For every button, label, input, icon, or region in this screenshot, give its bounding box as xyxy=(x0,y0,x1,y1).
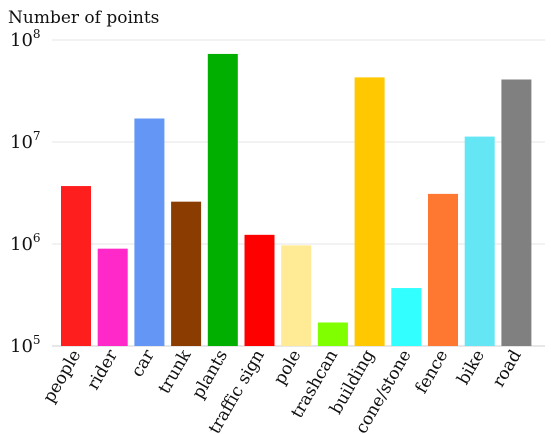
y-tick-label: 105 xyxy=(10,333,41,357)
x-tick-label: pole xyxy=(270,347,306,389)
bar-road xyxy=(501,79,532,347)
bar-trashcan xyxy=(317,322,348,346)
bar-pole xyxy=(281,245,312,346)
bar-traffic-sign xyxy=(244,234,275,346)
y-tick-label: 108 xyxy=(10,27,41,51)
y-tick-label: 107 xyxy=(10,129,41,153)
bar-fence xyxy=(428,193,458,346)
bars xyxy=(61,53,532,347)
bar-rider xyxy=(97,248,128,346)
x-tick-label: people xyxy=(39,347,85,407)
bar-car xyxy=(134,118,165,347)
x-tick-label: fence xyxy=(412,347,453,398)
x-tick-label: road xyxy=(489,346,526,390)
x-tick-label: bike xyxy=(453,347,489,389)
y-axis-label: Number of points xyxy=(8,8,159,28)
bar-plants xyxy=(207,53,238,346)
x-tick-label: car xyxy=(128,346,160,381)
bar-building xyxy=(354,77,385,346)
x-tick-label: rider xyxy=(83,346,122,394)
bar-cone-stone xyxy=(391,288,422,346)
bar-trunk xyxy=(171,201,202,346)
bar-people xyxy=(61,186,91,346)
bar-bike xyxy=(464,136,495,346)
y-tick-labels: 105 106 107 108 xyxy=(10,27,41,357)
y-tick-label: 106 xyxy=(10,231,41,255)
